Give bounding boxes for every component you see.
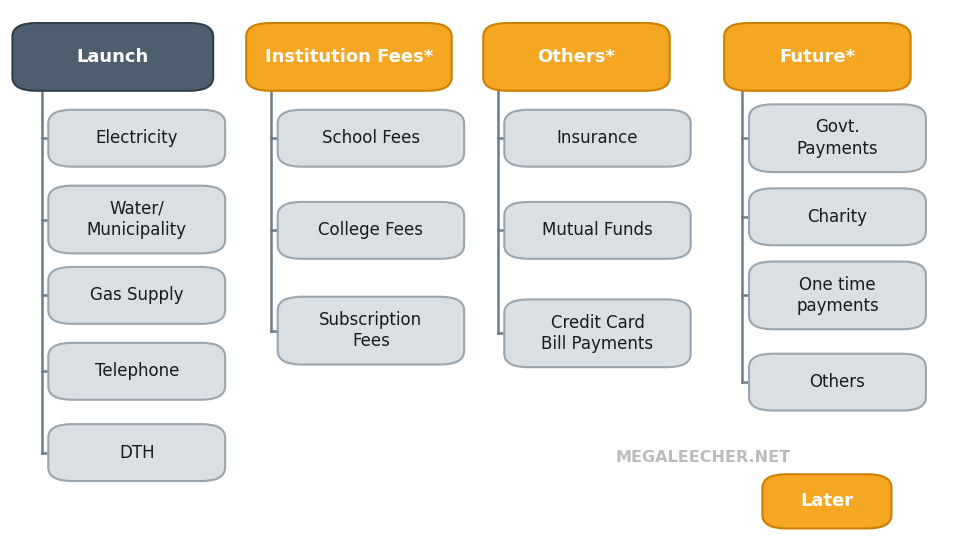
Text: Water/
Municipality: Water/ Municipality — [87, 200, 186, 239]
FancyBboxPatch shape — [12, 23, 213, 91]
FancyBboxPatch shape — [483, 23, 669, 91]
Text: Telephone: Telephone — [95, 362, 179, 380]
FancyBboxPatch shape — [277, 297, 464, 365]
Text: Subscription
Fees: Subscription Fees — [319, 311, 423, 350]
Text: Govt.
Payments: Govt. Payments — [796, 119, 879, 158]
Text: Charity: Charity — [808, 208, 867, 226]
FancyBboxPatch shape — [749, 262, 925, 329]
Text: Credit Card
Bill Payments: Credit Card Bill Payments — [541, 314, 654, 353]
FancyBboxPatch shape — [247, 23, 451, 91]
FancyBboxPatch shape — [48, 185, 225, 254]
Text: College Fees: College Fees — [318, 221, 424, 240]
Text: Gas Supply: Gas Supply — [90, 286, 184, 305]
Text: Future*: Future* — [779, 48, 856, 66]
FancyBboxPatch shape — [277, 109, 464, 167]
Text: Institution Fees*: Institution Fees* — [265, 48, 433, 66]
Text: DTH: DTH — [119, 443, 155, 462]
Text: Others*: Others* — [537, 48, 616, 66]
Text: Later: Later — [800, 492, 854, 511]
FancyBboxPatch shape — [48, 424, 225, 481]
FancyBboxPatch shape — [724, 23, 910, 91]
FancyBboxPatch shape — [48, 109, 225, 167]
Text: One time
payments: One time payments — [796, 276, 879, 315]
Text: Mutual Funds: Mutual Funds — [542, 221, 653, 240]
Text: Launch: Launch — [76, 48, 149, 66]
FancyBboxPatch shape — [505, 109, 690, 167]
FancyBboxPatch shape — [277, 202, 464, 259]
Text: Others: Others — [810, 373, 865, 391]
FancyBboxPatch shape — [749, 354, 925, 411]
Text: School Fees: School Fees — [322, 129, 420, 147]
FancyBboxPatch shape — [48, 267, 225, 324]
FancyBboxPatch shape — [505, 202, 690, 259]
FancyBboxPatch shape — [48, 343, 225, 400]
FancyBboxPatch shape — [749, 189, 925, 245]
FancyBboxPatch shape — [762, 474, 891, 528]
FancyBboxPatch shape — [749, 104, 925, 172]
Text: Electricity: Electricity — [96, 129, 178, 147]
FancyBboxPatch shape — [505, 299, 690, 367]
Text: Insurance: Insurance — [556, 129, 639, 147]
Text: MEGALEECHER.NET: MEGALEECHER.NET — [615, 450, 791, 466]
